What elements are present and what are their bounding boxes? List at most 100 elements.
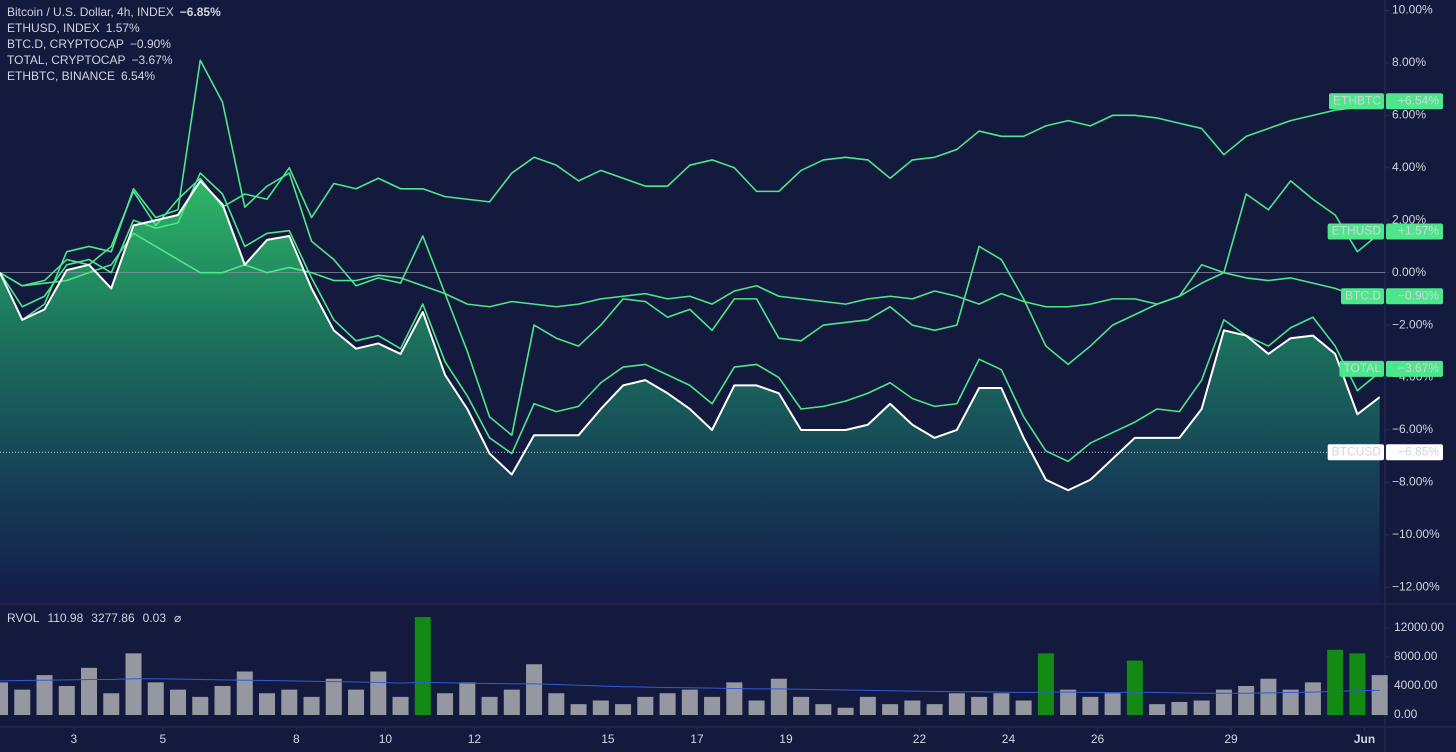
volume-bar [414,617,431,715]
indicator-title: RVOL [7,611,40,625]
volume-bar [1349,653,1366,715]
tag-value-bg [1386,93,1443,110]
volume-bar [1193,700,1210,715]
indicator-symbol: ⌀ [174,611,181,625]
volume-bar [592,700,609,715]
series-line [0,59,1381,437]
x-tick-label: 12 [468,732,482,746]
y-tick-label: 8.00% [1392,55,1426,69]
tag-name: TOTAL [1343,361,1381,375]
volume-bar [192,696,209,715]
volume-bar [170,689,187,715]
legend-change: −0.90% [130,37,171,51]
y-tick-label: 6.00% [1392,108,1426,122]
volume-bar [392,696,409,715]
legend-name: Bitcoin / U.S. Dollar, 4h, INDEX [7,5,174,19]
volume-bar [837,707,854,715]
y-tick-label: −8.00% [1392,475,1433,489]
y-tick-label: 8000.00 [1394,649,1438,663]
volume-bar [971,696,988,715]
y-tick-label: −2.00% [1392,317,1433,331]
volume-bar [281,689,298,715]
tag-value-bg [1386,444,1443,461]
x-tick-label: 24 [1002,732,1016,746]
volume-bar [770,678,787,715]
series-line [0,179,1381,492]
y-tick-label: −12.00% [1392,579,1440,593]
volume-bar [526,664,543,715]
x-tick-label: 5 [160,732,167,746]
volume-ma [0,678,1380,694]
volume-bar [748,700,765,715]
volume-bar [80,667,98,715]
y-tick-label: 10.00% [1392,3,1433,17]
volume-bar [1327,649,1344,715]
legend-name: ETHBTC, BINANCE [7,69,115,83]
volume-bar [1104,693,1121,715]
volume-bar [1082,696,1099,715]
x-tick-label: 19 [779,732,793,746]
tag-value-bg [1386,288,1443,305]
tag-name: ETHUSD [1332,224,1382,238]
legend-name: BTC.D, CRYPTOCAP [7,37,124,51]
tag-value: −0.90% [1398,288,1439,302]
series-line [0,232,1380,308]
volume-bar [348,689,365,715]
indicator-value: 0.03 [143,611,167,625]
volume-bar [1126,660,1143,715]
volume-bar [325,678,342,715]
volume-bar [125,653,142,715]
y-tick-label: 12000.00 [1394,620,1444,634]
tag-value: +6.54% [1398,93,1439,107]
y-tick-label: 0.00 [1394,707,1418,721]
volume-bar [214,685,231,715]
tag-name: BTC.D [1345,288,1381,302]
volume-bar [303,696,320,715]
volume-bar [459,682,476,715]
tag-value-bg [1386,223,1443,240]
volume-bar [370,671,387,715]
volume-bar [1015,700,1032,715]
legend-change: −3.67% [131,53,172,67]
volume-bar [1260,678,1277,715]
tag-name-bg [1339,360,1384,377]
volume-bar [259,693,276,715]
tag-name: ETHBTC [1333,93,1381,107]
y-tick-label: 0.00% [1392,265,1426,279]
volume-bar [1215,689,1232,715]
volume-bar [58,685,75,715]
volume-bar [0,682,9,715]
tag-value: −3.67% [1398,361,1439,375]
volume-bar [147,682,164,715]
volume-bar [637,696,654,715]
series-line [0,172,1381,463]
x-tick-label: 29 [1224,732,1238,746]
x-tick-label: 8 [293,732,300,746]
volume-bar [236,671,253,715]
x-tick-label: 17 [690,732,704,746]
series-line [0,100,1380,287]
x-tick-label: Jun [1354,732,1375,746]
tag-value: +1.57% [1398,224,1439,238]
legend-change: 6.54% [121,69,155,83]
tag-name: BTCUSD [1332,444,1382,458]
volume-bar [1037,653,1054,715]
volume-bar [103,693,120,715]
legend-change: 1.57% [106,21,140,35]
tag-value-bg [1386,360,1443,377]
y-tick-label: 2.00% [1392,212,1426,226]
tag-name-bg [1329,93,1384,110]
y-tick-label: 4000.00 [1394,678,1438,692]
y-tick-label: 4.00% [1392,160,1426,174]
volume-bar [1238,685,1255,715]
main-pane: −12.00%−10.00%−8.00%−6.00%−4.00%−2.00%0.… [0,3,1443,603]
volume-bar [882,704,899,715]
volume-bar [1171,701,1188,715]
x-tick-label: 3 [71,732,78,746]
volume-bar [859,696,876,715]
y-tick-label: −10.00% [1392,527,1440,541]
volume-bar [704,696,721,715]
volume-bar [926,704,943,715]
legend-name: TOTAL, CRYPTOCAP [7,53,125,67]
